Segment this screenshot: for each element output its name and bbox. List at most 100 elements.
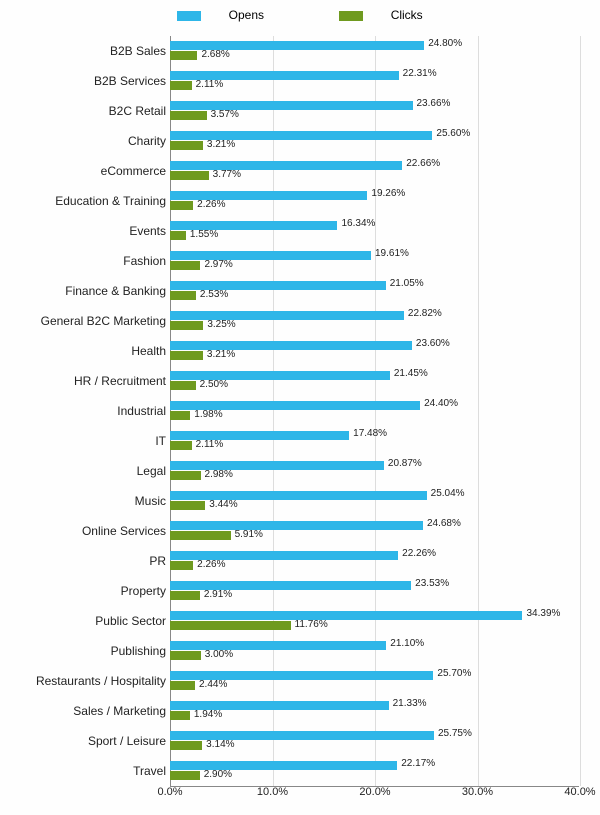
category-label: Property [6,576,166,606]
category-label: Charity [6,126,166,156]
bar-clicks [170,591,200,600]
value-label-opens: 21.05% [390,278,424,289]
value-label-clicks: 2.11% [196,439,224,450]
category-label: B2B Services [6,66,166,96]
category-row: Travel22.17%2.90% [170,756,580,786]
value-label-opens: 19.61% [375,248,409,259]
category-label: Restaurants / Hospitality [6,666,166,696]
bar-clicks [170,111,207,120]
bar-clicks [170,651,201,660]
bar-clicks [170,351,203,360]
category-label: Legal [6,456,166,486]
bar-clicks [170,741,202,750]
category-label: Health [6,336,166,366]
legend-label-opens: Opens [229,8,264,22]
category-row: Public Sector34.39%11.76% [170,606,580,636]
x-tick-label: 0.0% [157,786,182,798]
category-label: Public Sector [6,606,166,636]
category-row: Online Services24.68%5.91% [170,516,580,546]
category-row: Sport / Leisure25.75%3.14% [170,726,580,756]
x-axis: 0.0%10.0%20.0%30.0%40.0% [170,786,580,806]
value-label-opens: 21.10% [390,638,424,649]
category-row: Music25.04%3.44% [170,486,580,516]
value-label-clicks: 2.44% [199,679,227,690]
category-label: B2B Sales [6,36,166,66]
category-row: eCommerce22.66%3.77% [170,156,580,186]
x-tick-label: 10.0% [257,786,288,798]
value-label-opens: 22.66% [406,158,440,169]
bar-clicks [170,771,200,780]
value-label-clicks: 2.53% [200,289,228,300]
value-label-clicks: 1.98% [194,409,222,420]
category-label: IT [6,426,166,456]
category-label: Sport / Leisure [6,726,166,756]
category-label: Sales / Marketing [6,696,166,726]
bar-opens [170,101,413,110]
legend-swatch-opens [177,11,201,21]
bar-clicks [170,621,291,630]
value-label-opens: 21.33% [393,698,427,709]
value-label-clicks: 3.77% [213,169,241,180]
category-label: Travel [6,756,166,786]
category-label: HR / Recruitment [6,366,166,396]
value-label-clicks: 2.97% [204,259,232,270]
bar-clicks [170,531,231,540]
bar-opens [170,251,371,260]
category-row: PR22.26%2.26% [170,546,580,576]
value-label-clicks: 3.25% [207,319,235,330]
bar-clicks [170,141,203,150]
category-row: General B2C Marketing22.82%3.25% [170,306,580,336]
bar-clicks [170,261,200,270]
category-row: Property23.53%2.91% [170,576,580,606]
x-tick-label: 30.0% [462,786,493,798]
value-label-opens: 22.31% [403,68,437,79]
category-row: Publishing21.10%3.00% [170,636,580,666]
category-row: HR / Recruitment21.45%2.50% [170,366,580,396]
value-label-clicks: 3.21% [207,349,235,360]
value-label-opens: 22.17% [401,758,435,769]
value-label-opens: 24.40% [424,398,458,409]
value-label-clicks: 1.55% [190,229,218,240]
value-label-opens: 17.48% [353,428,387,439]
bar-opens [170,521,423,530]
bar-opens [170,161,402,170]
value-label-opens: 22.82% [408,308,442,319]
category-label: Online Services [6,516,166,546]
value-label-clicks: 2.91% [204,589,232,600]
bar-clicks [170,81,192,90]
value-label-opens: 23.53% [415,578,449,589]
value-label-clicks: 3.00% [205,649,233,660]
category-label: Events [6,216,166,246]
category-row: B2B Services22.31%2.11% [170,66,580,96]
bar-clicks [170,561,193,570]
value-label-clicks: 3.44% [209,499,237,510]
category-label: Finance & Banking [6,276,166,306]
category-label: B2C Retail [6,96,166,126]
bar-opens [170,611,522,620]
category-row: B2C Retail23.66%3.57% [170,96,580,126]
category-row: IT17.48%2.11% [170,426,580,456]
value-label-clicks: 2.26% [197,199,225,210]
category-row: B2B Sales24.80%2.68% [170,36,580,66]
value-label-opens: 24.80% [428,38,462,49]
x-tick-label: 40.0% [564,786,595,798]
value-label-opens: 24.68% [427,518,461,529]
gridline [580,36,581,786]
bar-opens [170,311,404,320]
category-label: General B2C Marketing [6,306,166,336]
category-row: Restaurants / Hospitality25.70%2.44% [170,666,580,696]
value-label-opens: 19.26% [371,188,405,199]
bar-clicks [170,411,190,420]
bar-clicks [170,291,196,300]
value-label-clicks: 3.57% [211,109,239,120]
plot-area: B2B Sales24.80%2.68%B2B Services22.31%2.… [170,36,580,786]
value-label-opens: 21.45% [394,368,428,379]
value-label-clicks: 3.21% [207,139,235,150]
value-label-opens: 23.66% [417,98,451,109]
value-label-clicks: 2.90% [204,769,232,780]
value-label-clicks: 2.68% [201,49,229,60]
value-label-clicks: 5.91% [235,529,263,540]
bar-clicks [170,471,201,480]
legend-item-clicks: Clicks [321,8,440,22]
value-label-clicks: 2.98% [205,469,233,480]
